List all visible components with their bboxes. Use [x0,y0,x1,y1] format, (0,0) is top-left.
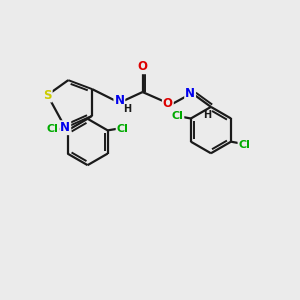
Text: O: O [163,98,173,110]
Text: N: N [114,94,124,107]
Text: H: H [123,104,131,114]
Text: Cl: Cl [238,140,250,150]
Text: N: N [185,87,195,100]
Text: H: H [203,110,211,120]
Text: O: O [138,60,148,73]
Text: Cl: Cl [117,124,128,134]
Text: Cl: Cl [172,110,183,121]
Text: N: N [60,121,70,134]
Text: Cl: Cl [47,124,58,134]
Text: S: S [43,88,52,101]
